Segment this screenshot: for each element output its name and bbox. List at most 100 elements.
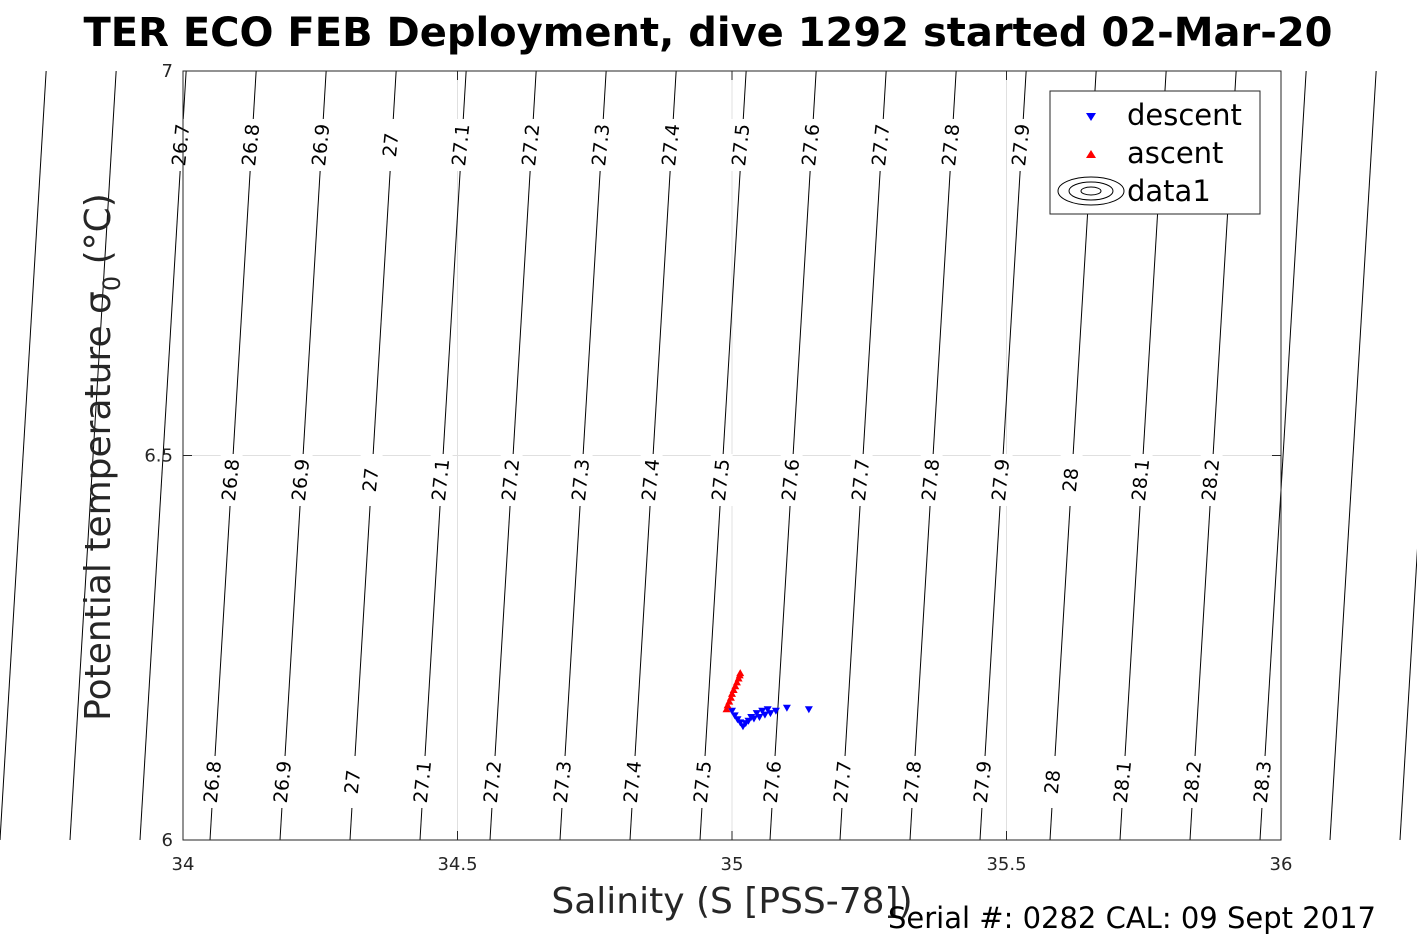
density-contour-line bbox=[1259, 70, 1307, 841]
contour-label: 26.9 bbox=[270, 760, 296, 804]
ascent-point bbox=[723, 701, 732, 709]
contour-label: 28.3 bbox=[1250, 760, 1276, 804]
contour-label: 28.1 bbox=[1128, 458, 1154, 502]
contour-label: 28.2 bbox=[1198, 458, 1224, 502]
ascent-point bbox=[732, 678, 741, 686]
legend: descent ascent data1 bbox=[1049, 90, 1261, 215]
contour-label-gap bbox=[360, 454, 383, 506]
legend-descent-label: descent bbox=[1127, 98, 1242, 132]
legend-contour-icon bbox=[1057, 176, 1125, 206]
contour-label-gap bbox=[940, 119, 963, 171]
descent-point bbox=[771, 707, 780, 715]
contour-label: 27.1 bbox=[428, 458, 454, 502]
contour-label-gap bbox=[590, 119, 613, 171]
density-contour-labels: 26.7 26.8 26.9 27 27.1 27.2 27.3 27.4 27.5 27.6 27… bbox=[168, 119, 1276, 808]
contour-label: 27.3 bbox=[568, 458, 594, 502]
x-tick-label: 34 bbox=[172, 854, 195, 875]
contour-label: 26.8 bbox=[218, 458, 244, 502]
contour-label: 27.8 bbox=[938, 123, 964, 167]
contour-label-gap bbox=[622, 756, 645, 808]
ascent-point bbox=[726, 693, 735, 701]
legend-descent-marker bbox=[1086, 113, 1096, 121]
contour-label: 27 bbox=[379, 132, 403, 158]
contour-label-gap bbox=[170, 119, 193, 171]
contour-label: 27.4 bbox=[658, 123, 684, 167]
contour-label-gap bbox=[570, 454, 593, 506]
contour-label-gap bbox=[660, 119, 683, 171]
y-tick-label: 6.5 bbox=[144, 446, 173, 467]
contour-label: 27.4 bbox=[638, 458, 664, 502]
contour-label: 27.9 bbox=[1008, 123, 1034, 167]
descent-point bbox=[747, 713, 756, 721]
contour-label-gap bbox=[920, 454, 943, 506]
contour-label-gap bbox=[342, 756, 365, 808]
contour-label: 27.4 bbox=[620, 760, 646, 804]
descent-point bbox=[730, 712, 739, 720]
contour-label: 26.8 bbox=[200, 760, 226, 804]
data-points bbox=[722, 669, 813, 731]
contour-label-gap bbox=[430, 454, 453, 506]
descent-point bbox=[752, 710, 761, 718]
contour-label: 27.9 bbox=[988, 458, 1014, 502]
ascent-point bbox=[728, 689, 736, 697]
contour-label: 27.3 bbox=[550, 760, 576, 804]
y-tick-label: 7 bbox=[162, 61, 173, 82]
descent-point bbox=[728, 707, 736, 715]
contour-label: 27.5 bbox=[690, 760, 716, 804]
contour-label: 28.1 bbox=[1110, 760, 1136, 804]
contour-label-gap bbox=[290, 454, 313, 506]
contour-label-gap bbox=[202, 756, 225, 808]
x-tick-label: 35 bbox=[721, 854, 744, 875]
contour-label: 27.6 bbox=[760, 760, 786, 804]
ascent-point bbox=[729, 686, 738, 694]
contour-label: 27 bbox=[341, 769, 365, 795]
contour-label: 27.6 bbox=[778, 458, 804, 502]
contour-label-gap bbox=[272, 756, 295, 808]
legend-contour-label: data1 bbox=[1127, 174, 1211, 208]
x-axis-label: Salinity (S [PSS-78]) bbox=[551, 881, 912, 922]
y-axis-label-subscript: 0 bbox=[98, 276, 126, 291]
serial-cal-footer: Serial #: 0282 CAL: 09 Sept 2017 bbox=[888, 901, 1376, 935]
contour-label-gap bbox=[640, 454, 663, 506]
legend-ascent-marker bbox=[1086, 150, 1096, 158]
descent-point bbox=[758, 707, 767, 715]
contour-label-gap bbox=[412, 756, 435, 808]
x-tick-label: 34.5 bbox=[437, 854, 477, 875]
contour-label-gap bbox=[1130, 454, 1153, 506]
contour-label: 27.5 bbox=[728, 123, 754, 167]
contour-label: 27.2 bbox=[498, 458, 524, 502]
contour-label-gap bbox=[1042, 756, 1065, 808]
contour-label: 27.8 bbox=[900, 760, 926, 804]
contour-label-gap bbox=[500, 454, 523, 506]
contour-label-gap bbox=[870, 119, 893, 171]
contour-label-gap bbox=[990, 454, 1013, 506]
ascent-point bbox=[736, 669, 745, 677]
contour-label: 27.7 bbox=[830, 760, 856, 804]
contour-label-gap bbox=[482, 756, 505, 808]
legend-box bbox=[1049, 90, 1261, 215]
contour-label: 27.3 bbox=[588, 123, 614, 167]
density-contour-line bbox=[0, 70, 47, 841]
contour-label-gap bbox=[380, 119, 403, 171]
contour-label: 28 bbox=[1059, 467, 1083, 493]
contour-label: 27.2 bbox=[518, 123, 544, 167]
contour-label-gap bbox=[780, 454, 803, 506]
contour-label-gap bbox=[1060, 454, 1083, 506]
contour-label-gap bbox=[520, 119, 543, 171]
legend-ascent-label: ascent bbox=[1127, 136, 1223, 170]
contour-label-gap bbox=[450, 119, 473, 171]
contour-label: 27.7 bbox=[848, 458, 874, 502]
contour-label: 27.1 bbox=[448, 123, 474, 167]
contour-label-gap bbox=[1112, 756, 1135, 808]
contour-label: 27.9 bbox=[970, 760, 996, 804]
contour-label: 28 bbox=[1041, 769, 1065, 795]
contour-label-gap bbox=[902, 756, 925, 808]
density-contour-line bbox=[139, 70, 187, 841]
contour-label-gap bbox=[972, 756, 995, 808]
contour-label: 27.5 bbox=[708, 458, 734, 502]
x-tick-label: 35.5 bbox=[986, 854, 1026, 875]
chart-title: TER ECO FEB Deployment, dive 1292 starte… bbox=[83, 10, 1332, 56]
contour-label-gap bbox=[1200, 454, 1223, 506]
contour-label: 27.7 bbox=[868, 123, 894, 167]
contour-label-gap bbox=[710, 454, 733, 506]
